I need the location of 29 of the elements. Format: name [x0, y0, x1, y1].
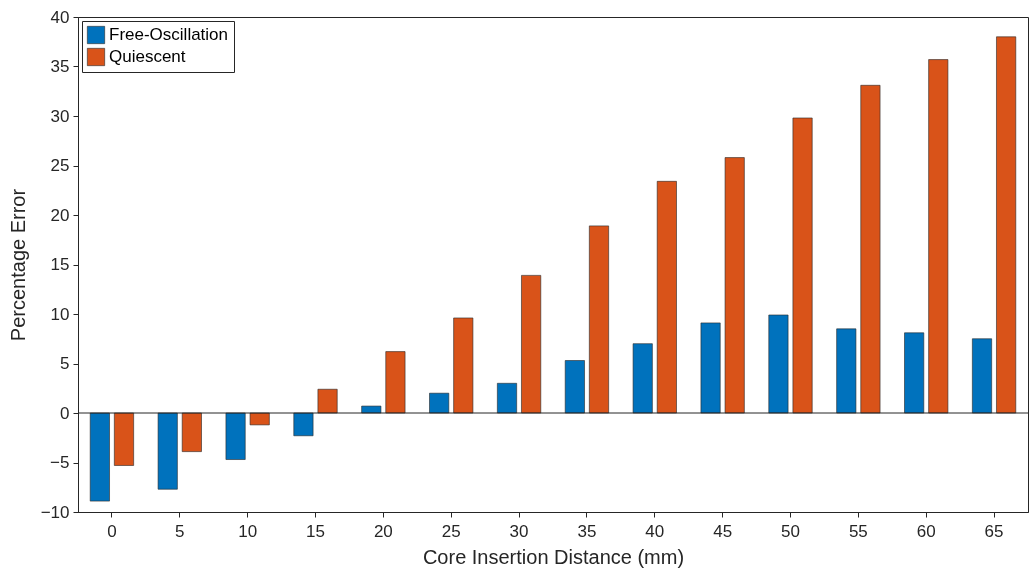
x-tick-label: 45	[713, 521, 733, 541]
x-tick-label: 30	[509, 521, 529, 541]
x-tick-label: 5	[175, 521, 185, 541]
x-tick-label: 60	[916, 521, 936, 541]
y-axis-title: Percentage Error	[6, 188, 29, 342]
x-tick-label: 65	[984, 521, 1004, 541]
x-tick-label: 40	[645, 521, 665, 541]
y-tick-label: 20	[50, 205, 70, 225]
x-tick-label: 55	[848, 521, 868, 541]
legend-label: Free-Oscillation	[109, 25, 229, 44]
x-tick-label: 15	[306, 521, 325, 541]
x-tick-label: 35	[577, 521, 597, 541]
x-tick-label: 50	[781, 521, 800, 541]
y-tick-label: 40	[50, 7, 70, 27]
legend-label: Quiescent	[109, 47, 186, 66]
y-tick-label: 25	[50, 156, 70, 175]
y-tick-label: 30	[50, 106, 70, 126]
x-tick-label: 20	[373, 521, 393, 541]
y-tick-label: 5	[60, 354, 70, 373]
x-tick-label: 25	[441, 521, 461, 541]
y-tick-label: 0	[60, 403, 70, 423]
y-tick-label: −10	[40, 502, 70, 522]
x-tick-label: 0	[107, 521, 117, 541]
x-tick-label: 10	[238, 521, 258, 541]
y-tick-label: 15	[50, 255, 70, 274]
x-axis-title: Core Insertion Distance (mm)	[422, 545, 685, 568]
y-tick-label: 10	[50, 304, 70, 324]
y-tick-label: −5	[50, 453, 70, 472]
y-tick-label: 35	[50, 57, 70, 76]
